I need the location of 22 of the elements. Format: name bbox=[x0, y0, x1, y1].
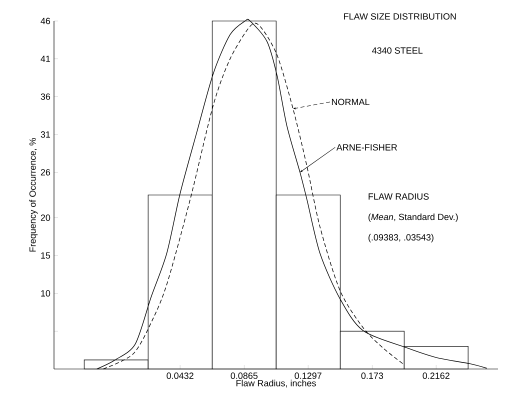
y-tick-label: 20 bbox=[40, 214, 50, 221]
chart-title: FLAW SIZE DISTRIBUTION bbox=[344, 13, 456, 20]
x-axis-title: Flaw Radius, inches bbox=[236, 380, 316, 388]
y-tick-label: 26 bbox=[40, 169, 50, 176]
x-tick-label: 0.173 bbox=[361, 372, 384, 379]
text: ARNE-FISHER bbox=[336, 144, 397, 151]
y-tick-label: 46 bbox=[40, 18, 50, 24]
text: 4340 STEEL bbox=[372, 47, 423, 54]
x-tick-label: 0.0865 bbox=[230, 372, 258, 379]
y-tick-label: 31 bbox=[40, 131, 50, 138]
y-tick-label: 36 bbox=[40, 93, 50, 100]
legend-label: NORMAL bbox=[332, 98, 370, 106]
y-tick-label: 15 bbox=[41, 252, 50, 259]
annotation: FLAW RADIUS bbox=[368, 193, 429, 200]
x-tick-label: 0.1297 bbox=[294, 372, 322, 379]
x-tick-label: 0.0432 bbox=[166, 372, 194, 379]
y-tick-label: 10 bbox=[41, 290, 50, 297]
y-tick-label: 41 bbox=[40, 56, 50, 62]
y-axis-title: Frequency of Occurrence, % bbox=[29, 138, 38, 252]
annotation: (.09383, .03543) bbox=[368, 234, 434, 242]
x-tick-label: 0.2162 bbox=[422, 372, 450, 379]
annotation: (Mean, Standard Dev.) bbox=[368, 214, 458, 222]
